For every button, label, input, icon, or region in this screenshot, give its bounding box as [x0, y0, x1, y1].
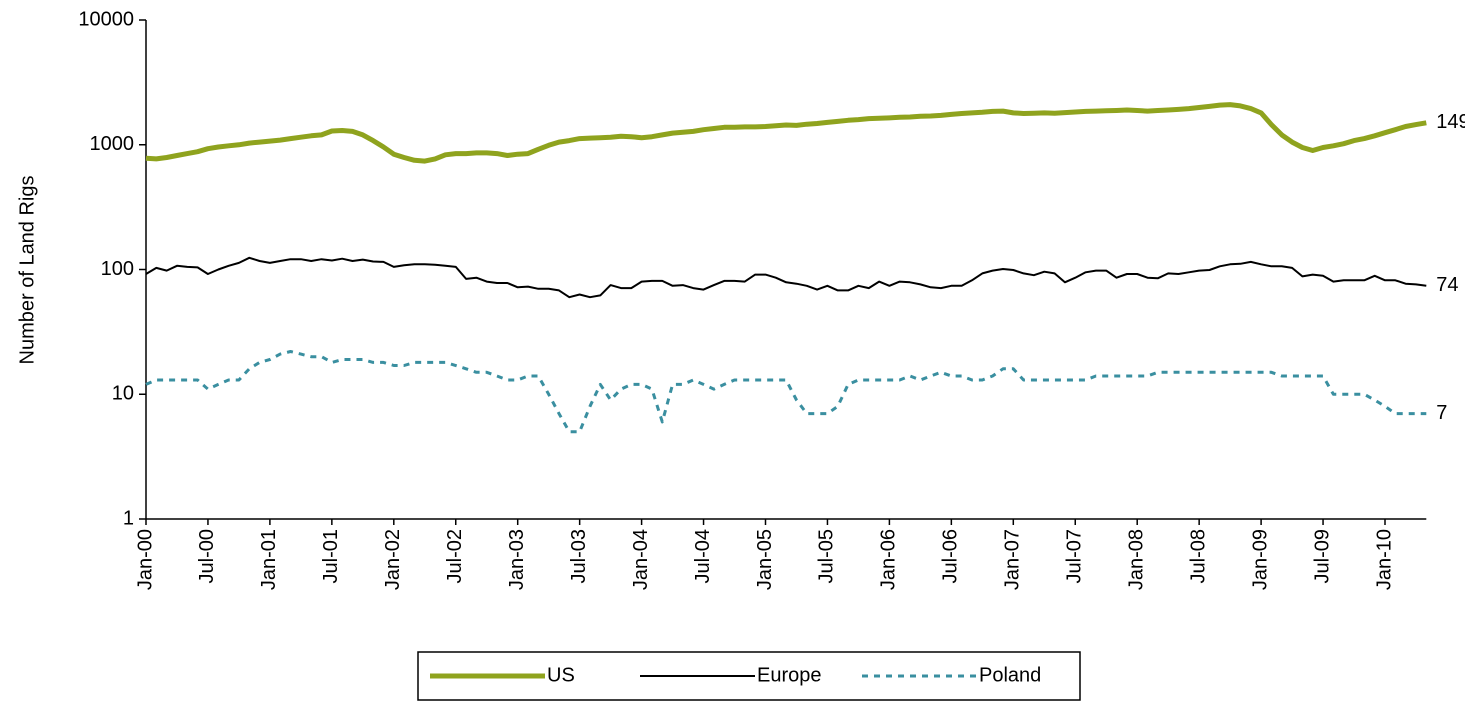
legend-box	[417, 651, 1081, 701]
y-tick-label: 1	[123, 507, 134, 529]
legend-label: US	[547, 664, 575, 686]
x-tick-label: Jul-09	[1311, 529, 1333, 583]
y-axis-label: Number of Land Rigs	[16, 176, 38, 365]
end-label: 7	[1436, 402, 1447, 424]
x-tick-label: Jan-06	[878, 529, 900, 590]
x-tick-label: Jan-09	[1249, 529, 1271, 590]
y-tick-label: 10000	[78, 8, 134, 30]
x-tick-label: Jan-05	[754, 529, 776, 590]
y-tick-label: 10	[112, 383, 134, 405]
end-label: 74	[1436, 274, 1458, 296]
x-tick-label: Jul-07	[1064, 529, 1086, 583]
x-tick-label: Jan-02	[382, 529, 404, 590]
x-tick-label: Jan-10	[1373, 529, 1395, 590]
end-label: 1499	[1436, 111, 1465, 133]
series-line	[145, 350, 1427, 434]
x-tick-label: Jul-03	[568, 529, 590, 583]
x-tick-label: Jan-01	[258, 529, 280, 590]
x-tick-label: Jul-05	[816, 529, 838, 583]
y-tick-label: 100	[101, 258, 134, 280]
x-tick-label: Jan-00	[134, 529, 156, 590]
legend-label: Europe	[757, 664, 822, 686]
x-tick-label: Jul-04	[692, 529, 714, 583]
x-tick-label: Jul-00	[196, 529, 218, 583]
x-tick-label: Jul-02	[444, 529, 466, 583]
series-line	[145, 256, 1427, 299]
series-line	[145, 102, 1427, 164]
x-tick-label: Jan-04	[630, 529, 652, 590]
x-tick-label: Jan-08	[1125, 529, 1147, 590]
x-tick-label: Jul-06	[940, 529, 962, 583]
x-tick-label: Jan-07	[1002, 529, 1024, 590]
x-tick-label: Jul-08	[1187, 529, 1209, 583]
legend-label: Poland	[979, 664, 1041, 686]
x-tick-label: Jan-03	[506, 529, 528, 590]
x-tick-label: Jul-01	[320, 529, 342, 583]
y-tick-label: 1000	[90, 133, 135, 155]
